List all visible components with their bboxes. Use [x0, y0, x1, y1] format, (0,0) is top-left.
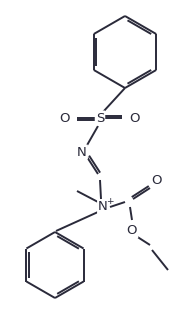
Text: S: S: [96, 112, 104, 125]
Text: +: +: [106, 197, 114, 206]
Text: N: N: [98, 200, 108, 213]
Text: N: N: [77, 146, 87, 159]
Text: O: O: [60, 112, 70, 125]
Text: O: O: [127, 224, 137, 237]
Text: O: O: [130, 112, 140, 125]
Text: O: O: [152, 173, 162, 186]
